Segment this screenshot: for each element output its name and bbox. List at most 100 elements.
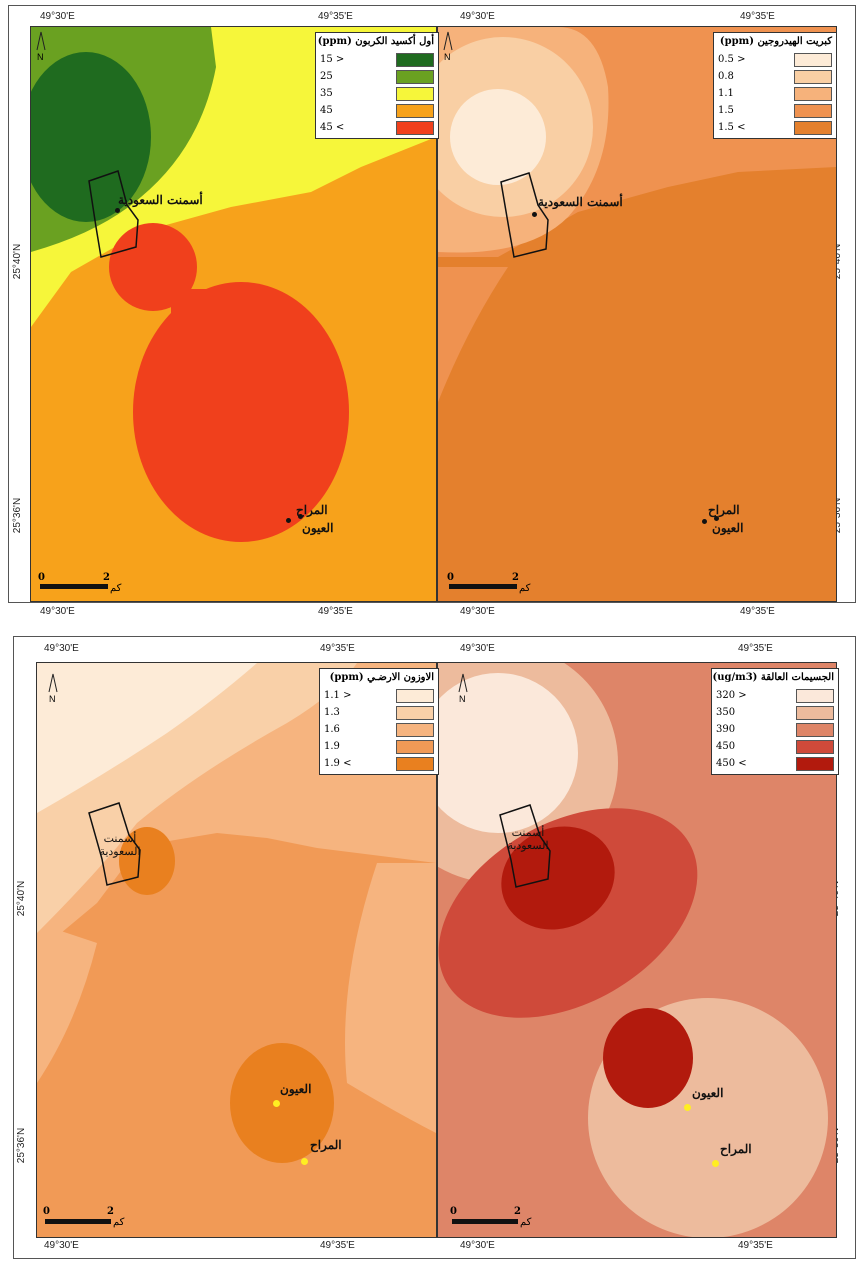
h2s-legend-label: 1.1 [718,88,734,99]
scale-bar-fill [452,1219,518,1224]
north-label: N [444,52,451,62]
h2s-legend-swatch [794,52,832,67]
co-legend-label: 15 > [320,54,345,65]
top-lon-label-1: 49°30'E [40,11,75,22]
o3-hotspot-south [230,1043,334,1163]
pm-legend-label: 390 [716,724,736,735]
cement-point [115,208,120,213]
top-lon-label-5: 49°30'E [40,606,75,617]
pm-legend-label: 350 [716,707,736,718]
marah-point [712,1160,719,1167]
pm-legend-row: 390 [716,721,834,738]
h2s-legend-label: 1.5 < [718,122,746,133]
top-lon-label-2: 49°35'E [318,11,353,22]
scale-two: 2 [103,572,110,583]
h2s-legend-row: 1.1 [718,85,832,102]
h2s-legend: كبريت الهيدروجين (ppm) 0.5 > 0.8 1.1 1.5… [713,32,837,139]
h2s-legend-row: 0.8 [718,68,832,85]
scale-bar: 0 2 كم [450,1206,540,1228]
scale-unit: كم [110,583,122,594]
bottom-lon-label-1: 49°30'E [44,643,79,654]
h2s-cement-boundary [500,172,549,258]
o3-legend-swatch [396,739,434,754]
scale-unit: كم [113,1217,125,1228]
north-arrow-icon: N [34,30,48,62]
pm-legend-row: 450 [716,738,834,755]
north-label: N [37,52,44,62]
cement-point [532,212,537,217]
h2s-legend-swatch [794,86,832,101]
h2s-zone-05 [450,89,546,185]
cement-label: أسمنت السعودبة [504,826,552,852]
h2s-legend-row: 1.5 < [718,119,832,136]
scale-two: 2 [514,1206,521,1217]
cement-label-line2: السعودية [99,845,141,858]
cement-label: أسمنت السعودية [538,195,623,209]
o3-zone-11 [37,663,257,813]
north-arrow-icon: N [456,672,470,704]
scale-bar-fill [45,1219,111,1224]
h2s-map [437,26,837,602]
o3-legend-row: 1.1 > [324,687,434,704]
pm-legend-label: 450 [716,741,736,752]
cement-label: أسمنت السعودية [118,193,203,207]
top-lat-label-1: 25°40'N [12,243,24,280]
pm-cement-boundary [499,804,551,888]
co-legend-row: 15 > [320,51,434,68]
marah-point [286,518,291,523]
o3-legend-label: 1.1 > [324,690,352,701]
bottom-lon-label-2: 49°35'E [320,643,355,654]
o3-legend-swatch [396,705,434,720]
north-label: N [459,694,466,704]
pm-legend-swatch [796,739,834,754]
cement-label-line2: السعودبة [507,839,549,852]
co-legend-label: 35 [320,88,333,99]
north-arrow-icon: N [46,672,60,704]
h2s-map-canvas [438,27,836,601]
co-legend-swatch [396,103,434,118]
scale-bar: 0 2 كم [38,572,128,594]
top-lon-label-8: 49°35'E [740,606,775,617]
h2s-legend-row: 0.5 > [718,51,832,68]
co-legend-row: 45 < [320,119,434,136]
bottom-lon-label-4: 49°35'E [738,643,773,654]
oyoun-point [714,516,719,521]
co-hotspot-south [133,282,349,542]
pm-legend-label: 320 > [716,690,747,701]
bottom-lon-label-3: 49°30'E [460,643,495,654]
o3-cement-boundary [88,802,141,886]
oyoun-label: العيون [302,521,334,535]
co-legend-label: 25 [320,71,333,82]
pm-legend-swatch [796,756,834,771]
pm-hotspot-south [603,1008,693,1108]
h2s-legend-row: 1.5 [718,102,832,119]
o3-legend-swatch [396,756,434,771]
h2s-legend-swatch [794,69,832,84]
o3-legend-row: 1.3 [324,704,434,721]
co-legend-swatch [396,86,434,101]
pm-zone-320 [438,673,578,833]
pm-legend-swatch [796,688,834,703]
co-hotspot-neck [171,289,231,329]
oyoun-point [273,1100,280,1107]
top-lon-label-6: 49°35'E [318,606,353,617]
top-lon-label-4: 49°35'E [740,11,775,22]
oyoun-point [684,1104,691,1111]
co-legend-title: أول أكسيد الكربون (ppm) [317,36,434,47]
scale-zero: 0 [43,1206,50,1217]
co-legend-row: 35 [320,85,434,102]
o3-legend-row: 1.9 < [324,755,434,772]
co-legend-swatch [396,69,434,84]
pm-legend-row: 320 > [716,687,834,704]
marah-label: المراح [708,503,740,517]
pm-legend-row: 350 [716,704,834,721]
scale-two: 2 [512,572,519,583]
top-lon-label-3: 49°30'E [460,11,495,22]
co-legend-label: 45 < [320,122,345,133]
cement-label-line1: أسمنت [103,832,137,845]
scale-bar: 0 2 كم [447,572,537,594]
bottom-lon-label-8: 49°35'E [738,1240,773,1251]
co-legend-label: 45 [320,105,333,116]
o3-legend-row: 1.6 [324,721,434,738]
co-legend-row: 25 [320,68,434,85]
